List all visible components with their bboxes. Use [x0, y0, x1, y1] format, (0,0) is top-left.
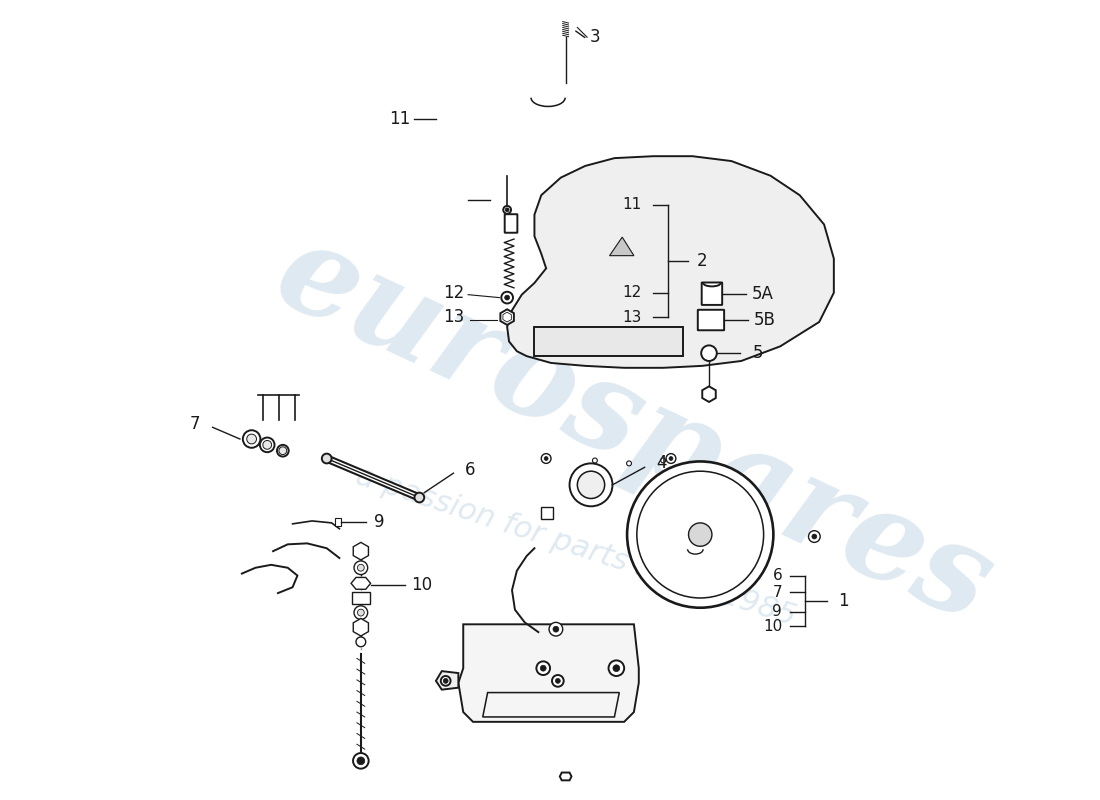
- Circle shape: [356, 757, 365, 765]
- Circle shape: [556, 678, 560, 683]
- Polygon shape: [352, 592, 370, 604]
- Circle shape: [243, 430, 261, 448]
- Circle shape: [627, 462, 773, 608]
- Circle shape: [415, 493, 425, 502]
- Circle shape: [544, 457, 548, 461]
- Circle shape: [537, 662, 550, 675]
- Polygon shape: [351, 578, 371, 590]
- Circle shape: [354, 561, 367, 574]
- Polygon shape: [500, 310, 514, 325]
- Text: 10: 10: [763, 618, 782, 634]
- Text: 9: 9: [374, 513, 385, 531]
- Circle shape: [627, 461, 631, 466]
- Circle shape: [553, 626, 559, 632]
- Polygon shape: [541, 507, 553, 519]
- Circle shape: [502, 292, 513, 303]
- Text: 2: 2: [697, 252, 707, 270]
- Polygon shape: [609, 237, 634, 256]
- Circle shape: [593, 458, 597, 463]
- Circle shape: [808, 530, 821, 542]
- Circle shape: [701, 346, 717, 361]
- Polygon shape: [336, 518, 341, 526]
- Polygon shape: [353, 542, 369, 560]
- Text: 4: 4: [656, 454, 667, 472]
- Text: 10: 10: [410, 576, 432, 594]
- Circle shape: [263, 441, 272, 450]
- Circle shape: [541, 454, 551, 463]
- Circle shape: [570, 463, 613, 506]
- Text: 6: 6: [465, 462, 475, 479]
- Polygon shape: [560, 773, 572, 780]
- Circle shape: [667, 454, 675, 463]
- Text: 1: 1: [838, 592, 849, 610]
- Circle shape: [552, 675, 563, 686]
- Circle shape: [356, 637, 365, 646]
- Polygon shape: [436, 671, 459, 690]
- Circle shape: [505, 295, 509, 300]
- Text: 3: 3: [590, 28, 601, 46]
- Circle shape: [441, 676, 451, 686]
- Text: 11: 11: [623, 198, 641, 213]
- Text: 9: 9: [772, 604, 782, 619]
- Circle shape: [322, 454, 331, 463]
- Circle shape: [279, 447, 287, 454]
- Circle shape: [354, 606, 367, 619]
- Polygon shape: [702, 386, 716, 402]
- Text: 6: 6: [772, 568, 782, 583]
- Text: 5A: 5A: [751, 285, 773, 302]
- Text: 7: 7: [190, 415, 200, 434]
- Circle shape: [505, 208, 509, 212]
- Polygon shape: [507, 156, 834, 368]
- Text: 7: 7: [772, 585, 782, 600]
- Text: 11: 11: [389, 110, 410, 128]
- Polygon shape: [459, 624, 639, 722]
- Text: 5B: 5B: [754, 311, 776, 329]
- Circle shape: [608, 660, 624, 676]
- Text: a passion for parts since 1985: a passion for parts since 1985: [352, 462, 799, 631]
- Circle shape: [503, 206, 512, 214]
- Polygon shape: [535, 327, 683, 356]
- Circle shape: [443, 678, 448, 683]
- Circle shape: [613, 665, 619, 672]
- Circle shape: [812, 534, 817, 539]
- Circle shape: [260, 438, 275, 452]
- Text: 13: 13: [443, 308, 464, 326]
- Circle shape: [277, 445, 288, 457]
- Circle shape: [549, 622, 563, 636]
- Circle shape: [689, 523, 712, 546]
- FancyBboxPatch shape: [697, 310, 724, 330]
- Text: 13: 13: [623, 310, 641, 325]
- Text: 12: 12: [623, 286, 641, 300]
- Circle shape: [540, 666, 546, 671]
- Circle shape: [578, 471, 605, 498]
- Circle shape: [358, 564, 364, 571]
- Circle shape: [358, 609, 364, 616]
- Circle shape: [353, 753, 369, 769]
- FancyBboxPatch shape: [505, 214, 517, 233]
- FancyBboxPatch shape: [702, 282, 723, 305]
- Circle shape: [246, 434, 256, 444]
- Circle shape: [669, 457, 673, 461]
- Polygon shape: [353, 618, 369, 636]
- Text: 5: 5: [752, 344, 763, 362]
- Circle shape: [661, 458, 666, 463]
- Text: 12: 12: [443, 284, 464, 302]
- Text: eurospares: eurospares: [257, 210, 1011, 648]
